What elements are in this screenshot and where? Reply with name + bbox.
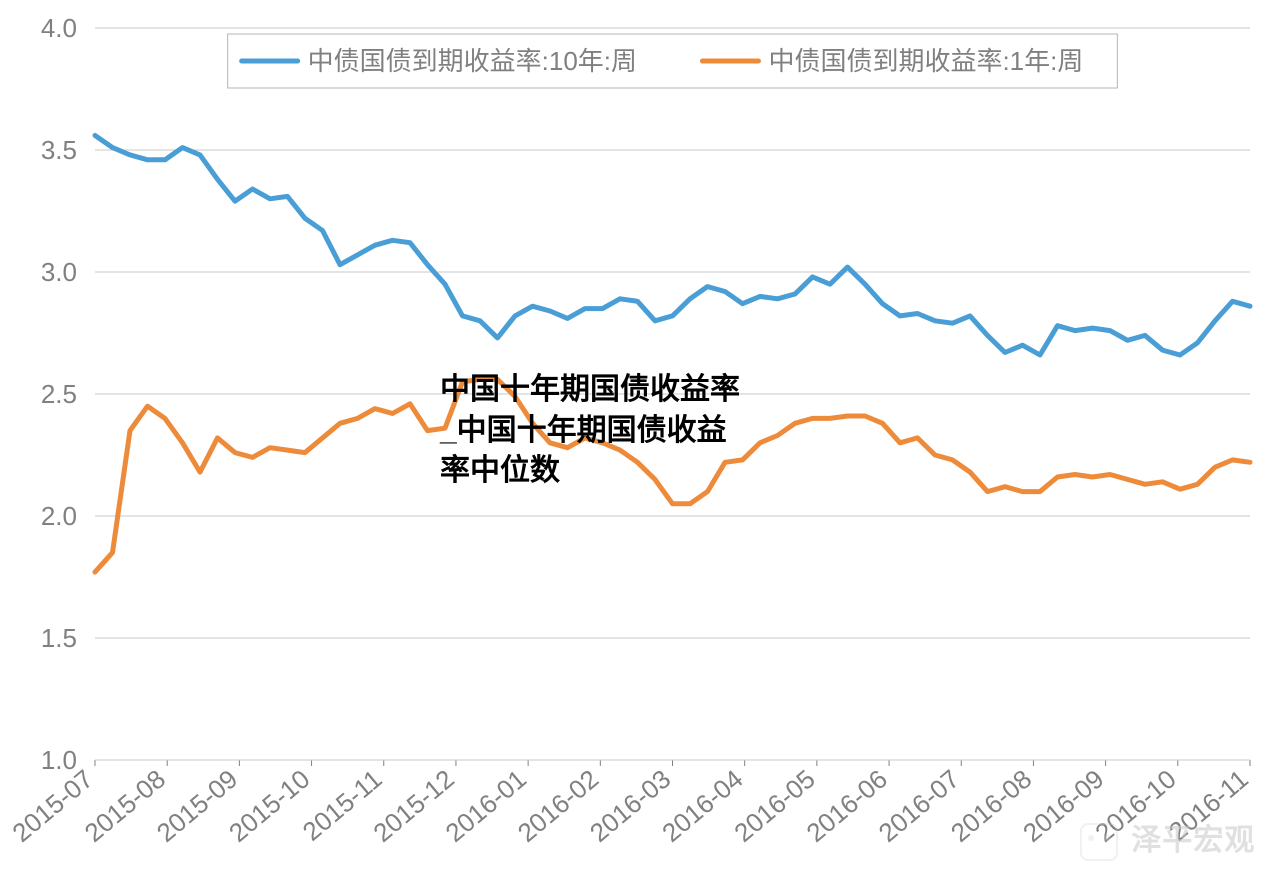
svg-text:1.5: 1.5 bbox=[41, 623, 77, 653]
svg-text:3.0: 3.0 bbox=[41, 257, 77, 287]
chart-overlay-annotation: 中国十年期国债收益率 _中国十年期国债收益 率中位数 bbox=[440, 370, 740, 492]
svg-text:2.0: 2.0 bbox=[41, 501, 77, 531]
svg-text:中债国债到期收益率:10年:周: 中债国债到期收益率:10年:周 bbox=[308, 46, 637, 76]
svg-text:中债国债到期收益率:1年:周: 中债国债到期收益率:1年:周 bbox=[768, 46, 1083, 76]
svg-text:4.0: 4.0 bbox=[41, 13, 77, 43]
watermark-text: 泽平宏观 bbox=[1131, 824, 1255, 857]
svg-text:3.5: 3.5 bbox=[41, 135, 77, 165]
wechat-icon bbox=[1080, 823, 1118, 861]
svg-text:2.5: 2.5 bbox=[41, 379, 77, 409]
source-watermark: 泽平宏观 bbox=[1080, 815, 1255, 861]
